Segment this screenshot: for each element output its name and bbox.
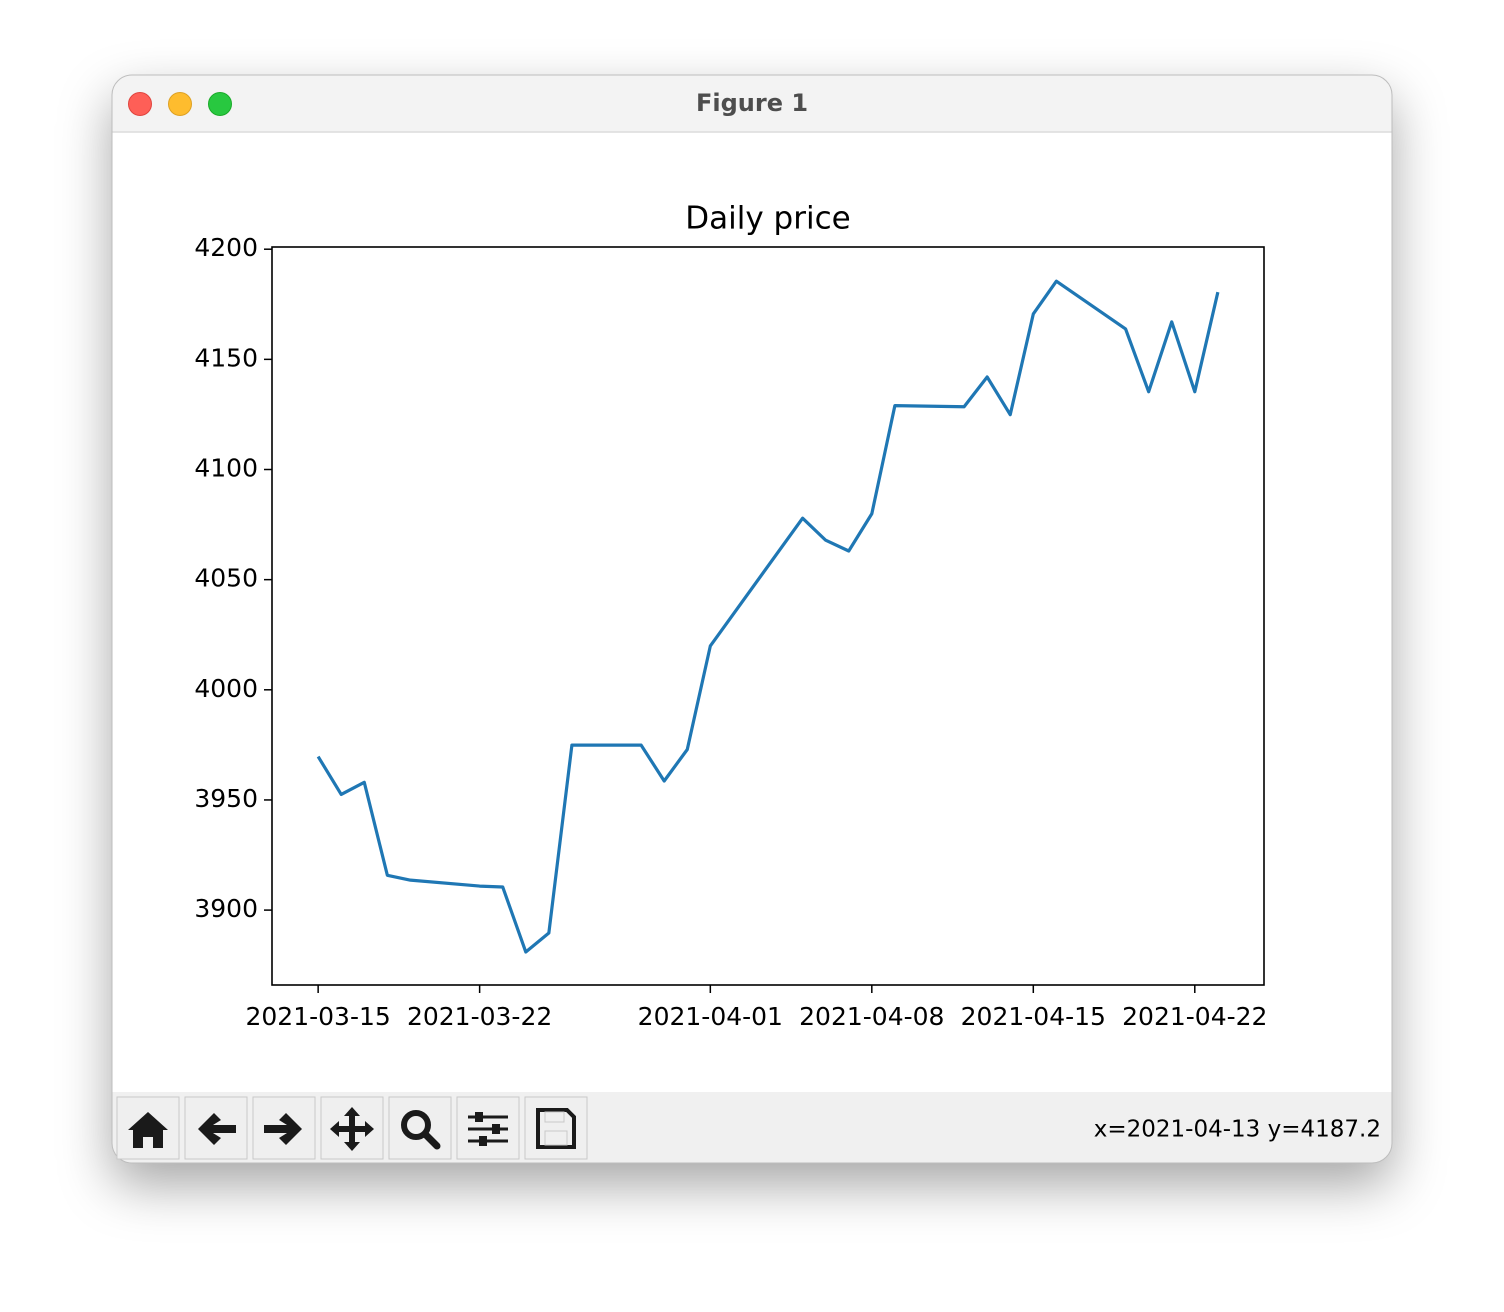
y-tick-label: 4200: [194, 233, 258, 262]
price-line: [316, 279, 1220, 954]
window-frame: [112, 75, 1392, 1163]
y-tick-label: 4100: [194, 454, 258, 483]
y-tick-label: 4000: [194, 674, 258, 703]
plot: Daily price 3900 3950 4000 4050 4100 4150 4200…: [194, 201, 1267, 1032]
x-tick-label: 2021-03-15: [245, 1002, 390, 1031]
y-tick-label: 4050: [194, 564, 258, 593]
home-button[interactable]: [116, 1096, 180, 1160]
minimize-button[interactable]: [168, 92, 192, 116]
x-tick-label: 2021-04-22: [1122, 1002, 1267, 1031]
title-bar: [112, 75, 1392, 132]
x-tick-label: 2021-03-22: [407, 1002, 552, 1031]
window-title: Figure 1: [696, 89, 808, 117]
window-border: [111, 74, 1393, 1164]
status-text: x=2021-04-13 y=4187.2: [1094, 1117, 1381, 1143]
y-tick-label: 3900: [194, 894, 258, 923]
chart-title: Daily price: [685, 201, 850, 237]
pan-button[interactable]: [320, 1096, 384, 1160]
zoom-tool-button[interactable]: [388, 1096, 452, 1160]
y-tick-label: 4150: [194, 343, 258, 372]
x-tick-label: 2021-04-15: [961, 1002, 1106, 1031]
zoom-button[interactable]: [208, 92, 232, 116]
forward-button[interactable]: [252, 1096, 316, 1160]
save-button[interactable]: [524, 1096, 588, 1160]
close-button[interactable]: [128, 92, 152, 116]
toolbar-buttons: x=2021-04-13 y=4187.2: [116, 1096, 1381, 1160]
x-tick-label: 2021-04-08: [799, 1002, 944, 1031]
configure-button[interactable]: [456, 1096, 520, 1160]
back-button[interactable]: [184, 1096, 248, 1160]
axes-frame: [271, 246, 1265, 986]
x-tick-label: 2021-04-01: [638, 1002, 783, 1031]
y-tick-label: 3950: [194, 784, 258, 813]
window: Figure 1: [111, 74, 1393, 1164]
